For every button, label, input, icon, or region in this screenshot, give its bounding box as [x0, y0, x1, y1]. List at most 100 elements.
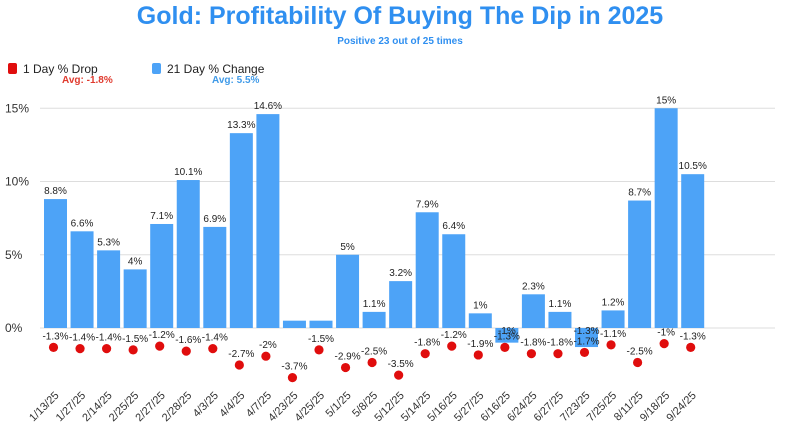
bar-label: 7.1% [150, 211, 173, 222]
bar-label: 5.3% [97, 237, 120, 248]
drop-label: -1.4% [69, 333, 95, 344]
drop-point [633, 357, 643, 368]
y-tick-label: 10% [5, 175, 29, 189]
drop-label: -3.7% [281, 362, 307, 373]
bar-label: -1.3% [573, 326, 599, 337]
bar-label: 10.1% [174, 167, 202, 178]
drop-point [234, 360, 244, 370]
drop-label: -1.2% [149, 330, 175, 341]
bar [336, 254, 360, 328]
drop-label: -1.6% [175, 335, 201, 346]
bar [150, 223, 174, 328]
drop-label: -1% [657, 328, 675, 339]
drop-label: -2.5% [361, 347, 387, 358]
drop-label: -1.2% [441, 330, 467, 341]
drop-label: -2.9% [334, 352, 360, 363]
drop-point [420, 349, 430, 359]
bar [548, 311, 572, 328]
drop-label: -1.5% [308, 334, 334, 345]
drop-point [261, 351, 271, 361]
bar [681, 174, 705, 328]
bar-label: 1.2% [602, 297, 625, 308]
drop-point [48, 342, 59, 352]
x-tick-label: 5/1/25 [324, 390, 354, 420]
bar [97, 250, 121, 328]
drop-label: -1.4% [202, 333, 228, 344]
legend-label-change: 21 Day % Change [167, 62, 265, 76]
drop-label: -1.4% [96, 333, 122, 344]
bar [442, 234, 466, 328]
bar [654, 108, 678, 328]
avg-change-label: Avg: 5.5% [212, 75, 260, 86]
avg-drop-label: Avg: -1.8% [62, 75, 113, 86]
bar-label: 1.1% [549, 299, 572, 310]
drop-point [447, 341, 457, 351]
bar-label: 1% [473, 300, 488, 311]
bar [521, 294, 545, 328]
bar-label: 10.5% [679, 161, 707, 172]
drop-point [606, 340, 616, 350]
drop-label: -1.3% [42, 331, 68, 342]
legend-swatch-change [152, 63, 161, 74]
drop-label: -1.7% [573, 336, 599, 347]
drop-label: -1.8% [414, 338, 440, 349]
y-tick-label: 5% [5, 248, 23, 262]
drop-point [314, 345, 324, 355]
chart-title: Gold: Profitability Of Buying The Dip in… [136, 2, 664, 30]
drop-point [473, 350, 483, 360]
bar-label: 4% [128, 256, 143, 267]
bar [176, 180, 200, 328]
bar-label: 1.1% [363, 299, 386, 310]
bar [415, 212, 439, 328]
chart-subtitle: Positive 23 out of 25 times [337, 36, 463, 47]
y-tick-label: 0% [5, 321, 23, 335]
bar [389, 281, 413, 328]
drop-point [128, 345, 138, 355]
x-tick-label: 4/3/25 [191, 390, 221, 420]
bar [203, 226, 227, 328]
bar-label: 13.3% [227, 120, 255, 131]
drop-point [394, 370, 404, 380]
drop-label: -2% [259, 340, 277, 351]
drop-point [500, 342, 510, 352]
drop-point [367, 357, 377, 368]
bar-label: 3.2% [389, 268, 412, 279]
bar-label: 8.8% [44, 186, 67, 197]
drop-point [75, 344, 85, 354]
drop-label: -1.3% [680, 331, 706, 342]
bar [362, 311, 386, 328]
drop-label: -2.7% [228, 349, 254, 360]
drop-point [155, 341, 165, 351]
bar-label: 7.9% [416, 199, 439, 210]
bar-label: 6.6% [71, 218, 94, 229]
bar [468, 313, 492, 328]
drop-point [659, 339, 669, 349]
drop-label: -1.5% [122, 334, 148, 345]
legend-item-change: 21 Day % Change [152, 62, 264, 76]
bar [282, 320, 306, 328]
bar [628, 200, 652, 328]
drop-point [181, 346, 191, 356]
drop-point [579, 347, 590, 358]
drop-point [208, 344, 218, 354]
bar [256, 114, 280, 328]
bar [70, 231, 94, 328]
drop-label: -1.8% [520, 338, 546, 349]
bar-label: 6.9% [203, 214, 226, 225]
bar [44, 199, 67, 328]
bar-label: 15% [656, 95, 676, 106]
bar [601, 310, 625, 328]
bar [309, 320, 333, 328]
bar [229, 133, 253, 328]
x-tick-label: 4/25/25 [293, 390, 327, 424]
legend-swatch-drop [8, 63, 17, 74]
drop-label: -1.9% [467, 339, 493, 350]
drop-point [553, 349, 563, 359]
drop-point [340, 362, 351, 373]
drop-label: -1.1% [600, 329, 626, 340]
bar-label: 8.7% [628, 188, 651, 199]
legend-item-drop: 1 Day % Drop [8, 62, 98, 76]
bar-label: 5% [340, 242, 355, 253]
drop-point [686, 342, 696, 352]
